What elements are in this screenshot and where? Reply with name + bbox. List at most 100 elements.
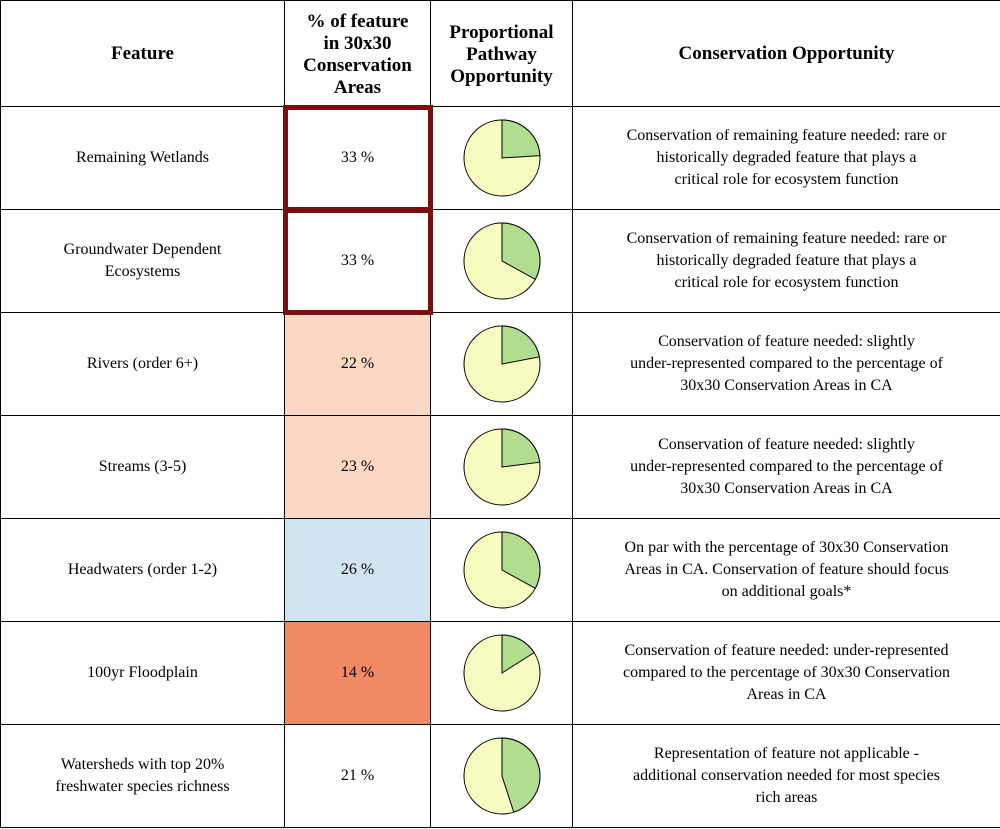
header-pathway-line: Opportunity bbox=[450, 65, 553, 87]
feature-name-line: Streams (3-5) bbox=[98, 458, 187, 475]
pathway-pie-chart bbox=[463, 634, 540, 712]
opportunity-text-line: critical role for ecosystem function bbox=[674, 171, 899, 188]
feature-name-line: Watersheds with top 20% bbox=[60, 756, 225, 773]
feature-cell: Groundwater Dependent Ecosystems bbox=[0, 209, 285, 313]
opportunity-text-line: under-represented compared to the percen… bbox=[630, 458, 943, 475]
opportunity-text-line: Conservation of feature needed: slightly bbox=[658, 436, 915, 453]
percent-value: 22 % bbox=[340, 355, 375, 372]
header-pathway-line: Pathway bbox=[466, 43, 537, 65]
pathway-pie-cell bbox=[430, 106, 573, 210]
pie-conserved-slice bbox=[501, 428, 540, 468]
percent-value-cell: 22 % bbox=[284, 312, 431, 416]
percent-value-cell: 23 % bbox=[284, 415, 431, 519]
conservation-opportunity-cell: Representation of feature not applicable… bbox=[572, 724, 1000, 828]
opportunity-text-line: 30x30 Conservation Areas in CA bbox=[680, 480, 893, 497]
opportunity-text-line: critical role for ecosystem function bbox=[674, 274, 899, 291]
feature-name-line: Rivers (order 6+) bbox=[86, 355, 199, 372]
opportunity-text-line: additional conservation needed for most … bbox=[632, 767, 940, 784]
pathway-pie-chart bbox=[463, 737, 540, 815]
feature-name-line: Groundwater Dependent bbox=[63, 241, 222, 258]
opportunity-text-line: on additional goals* bbox=[721, 583, 852, 600]
percent-value-cell: 33 % bbox=[282, 207, 433, 315]
pathway-pie-cell bbox=[430, 518, 573, 622]
table-row: Watersheds with top 20% freshwater specie… bbox=[0, 724, 1000, 828]
feature-name-line: freshwater species richness bbox=[55, 778, 230, 795]
pathway-pie-cell bbox=[430, 415, 573, 519]
conservation-opportunity-cell: Conservation of remaining feature needed… bbox=[572, 209, 1000, 313]
percent-value-cell: 14 % bbox=[284, 621, 431, 725]
feature-cell: Watersheds with top 20% freshwater specie… bbox=[0, 724, 285, 828]
opportunity-text-line: rich areas bbox=[755, 789, 818, 806]
percent-value-cell: 21 % bbox=[284, 724, 431, 828]
header-pct-line: % of feature bbox=[306, 10, 409, 32]
header-pct-line: in 30x30 bbox=[323, 32, 392, 54]
pathway-pie-cell bbox=[430, 312, 573, 416]
opportunity-text-line: historically degraded feature that plays… bbox=[656, 252, 917, 269]
opportunity-text-line: Conservation of remaining feature needed… bbox=[626, 127, 947, 144]
opportunity-text-line: Areas in CA bbox=[746, 686, 827, 703]
conservation-opportunity-cell: Conservation of feature needed: slightly… bbox=[572, 312, 1000, 416]
table-row: Rivers (order 6+) 22 % Conservation of fea… bbox=[0, 312, 1000, 416]
conservation-opportunity-cell: On par with the percentage of 30x30 Cons… bbox=[572, 518, 1000, 622]
header-proportional-pathway: Proportional Pathway Opportunity bbox=[430, 0, 573, 107]
opportunity-text-line: Areas in CA. Conservation of feature sho… bbox=[624, 561, 949, 578]
percent-value: 14 % bbox=[340, 664, 375, 681]
feature-cell: Remaining Wetlands bbox=[0, 106, 285, 210]
conservation-opportunity-cell: Conservation of feature needed: slightly… bbox=[572, 415, 1000, 519]
feature-name-line: Remaining Wetlands bbox=[75, 149, 210, 166]
pathway-pie-chart bbox=[463, 325, 540, 403]
table-body: Remaining Wetlands 33 % Conservation of re… bbox=[0, 104, 1000, 828]
conservation-opportunity-cell: Conservation of remaining feature needed… bbox=[572, 106, 1000, 210]
header-conservation-opportunity: Conservation Opportunity bbox=[572, 0, 1000, 107]
opportunity-text-line: under-represented compared to the percen… bbox=[630, 355, 943, 372]
opportunity-text-line: Conservation of feature needed: slightly bbox=[658, 333, 915, 350]
percent-value: 26 % bbox=[340, 561, 375, 578]
table-row: Streams (3-5) 23 % Conservation of feature… bbox=[0, 415, 1000, 519]
table-header-row: Feature % of feature in 30x30 Conservati… bbox=[0, 0, 1000, 107]
percent-value-cell: 33 % bbox=[282, 104, 433, 212]
feature-name-line: Ecosystems bbox=[104, 263, 181, 280]
pathway-pie-chart bbox=[463, 531, 540, 609]
table-row: Headwaters (order 1-2) 26 % On par with th… bbox=[0, 518, 1000, 622]
header-pct-line: Areas bbox=[333, 76, 382, 98]
percent-value: 23 % bbox=[340, 458, 375, 475]
header-pathway-line: Proportional bbox=[449, 21, 554, 43]
opportunity-text-line: On par with the percentage of 30x30 Cons… bbox=[624, 539, 949, 556]
table-row: Groundwater Dependent Ecosystems 33 % Conse… bbox=[0, 207, 1000, 315]
feature-name-line: 100yr Floodplain bbox=[87, 664, 198, 681]
opportunity-text-line: 30x30 Conservation Areas in CA bbox=[680, 377, 893, 394]
pie-conserved-slice bbox=[501, 119, 540, 159]
opportunity-text-line: Conservation of feature needed: under-re… bbox=[624, 642, 949, 659]
feature-cell: Streams (3-5) bbox=[0, 415, 285, 519]
pie-conserved-slice bbox=[501, 222, 540, 280]
conservation-opportunity-cell: Conservation of feature needed: under-re… bbox=[572, 621, 1000, 725]
pie-conserved-slice bbox=[501, 737, 540, 813]
pie-conserved-slice bbox=[501, 531, 540, 589]
feature-cell: Headwaters (order 1-2) bbox=[0, 518, 285, 622]
pathway-pie-cell bbox=[430, 209, 573, 313]
pathway-pie-chart bbox=[463, 119, 540, 197]
opportunity-text-line: Representation of feature not applicable… bbox=[653, 745, 920, 762]
pathway-pie-chart bbox=[463, 428, 540, 506]
opportunity-text-line: Conservation of remaining feature needed… bbox=[626, 230, 947, 247]
feature-cell: 100yr Floodplain bbox=[0, 621, 285, 725]
table-row: 100yr Floodplain 14 % Conservation of feat… bbox=[0, 621, 1000, 725]
opportunity-text-line: historically degraded feature that plays… bbox=[656, 149, 917, 166]
percent-value-cell: 26 % bbox=[284, 518, 431, 622]
opportunity-text-line: compared to the percentage of 30x30 Cons… bbox=[623, 664, 950, 681]
pathway-pie-cell bbox=[430, 621, 573, 725]
header-feature: Feature bbox=[0, 0, 285, 107]
pathway-pie-chart bbox=[463, 222, 540, 300]
header-percent-in-conservation-areas: % of feature in 30x30 Conservation Areas bbox=[284, 0, 431, 107]
percent-value: 21 % bbox=[340, 767, 375, 784]
pie-conserved-slice bbox=[501, 325, 540, 365]
feature-cell: Rivers (order 6+) bbox=[0, 312, 285, 416]
pie-conserved-slice bbox=[501, 634, 535, 674]
header-pct-line: Conservation bbox=[303, 54, 412, 76]
feature-name-line: Headwaters (order 1-2) bbox=[67, 561, 218, 578]
table-row: Remaining Wetlands 33 % Conservation of re… bbox=[0, 104, 1000, 212]
pathway-pie-cell bbox=[430, 724, 573, 828]
percent-value: 33 % bbox=[340, 149, 375, 166]
percent-value: 33 % bbox=[340, 252, 375, 269]
